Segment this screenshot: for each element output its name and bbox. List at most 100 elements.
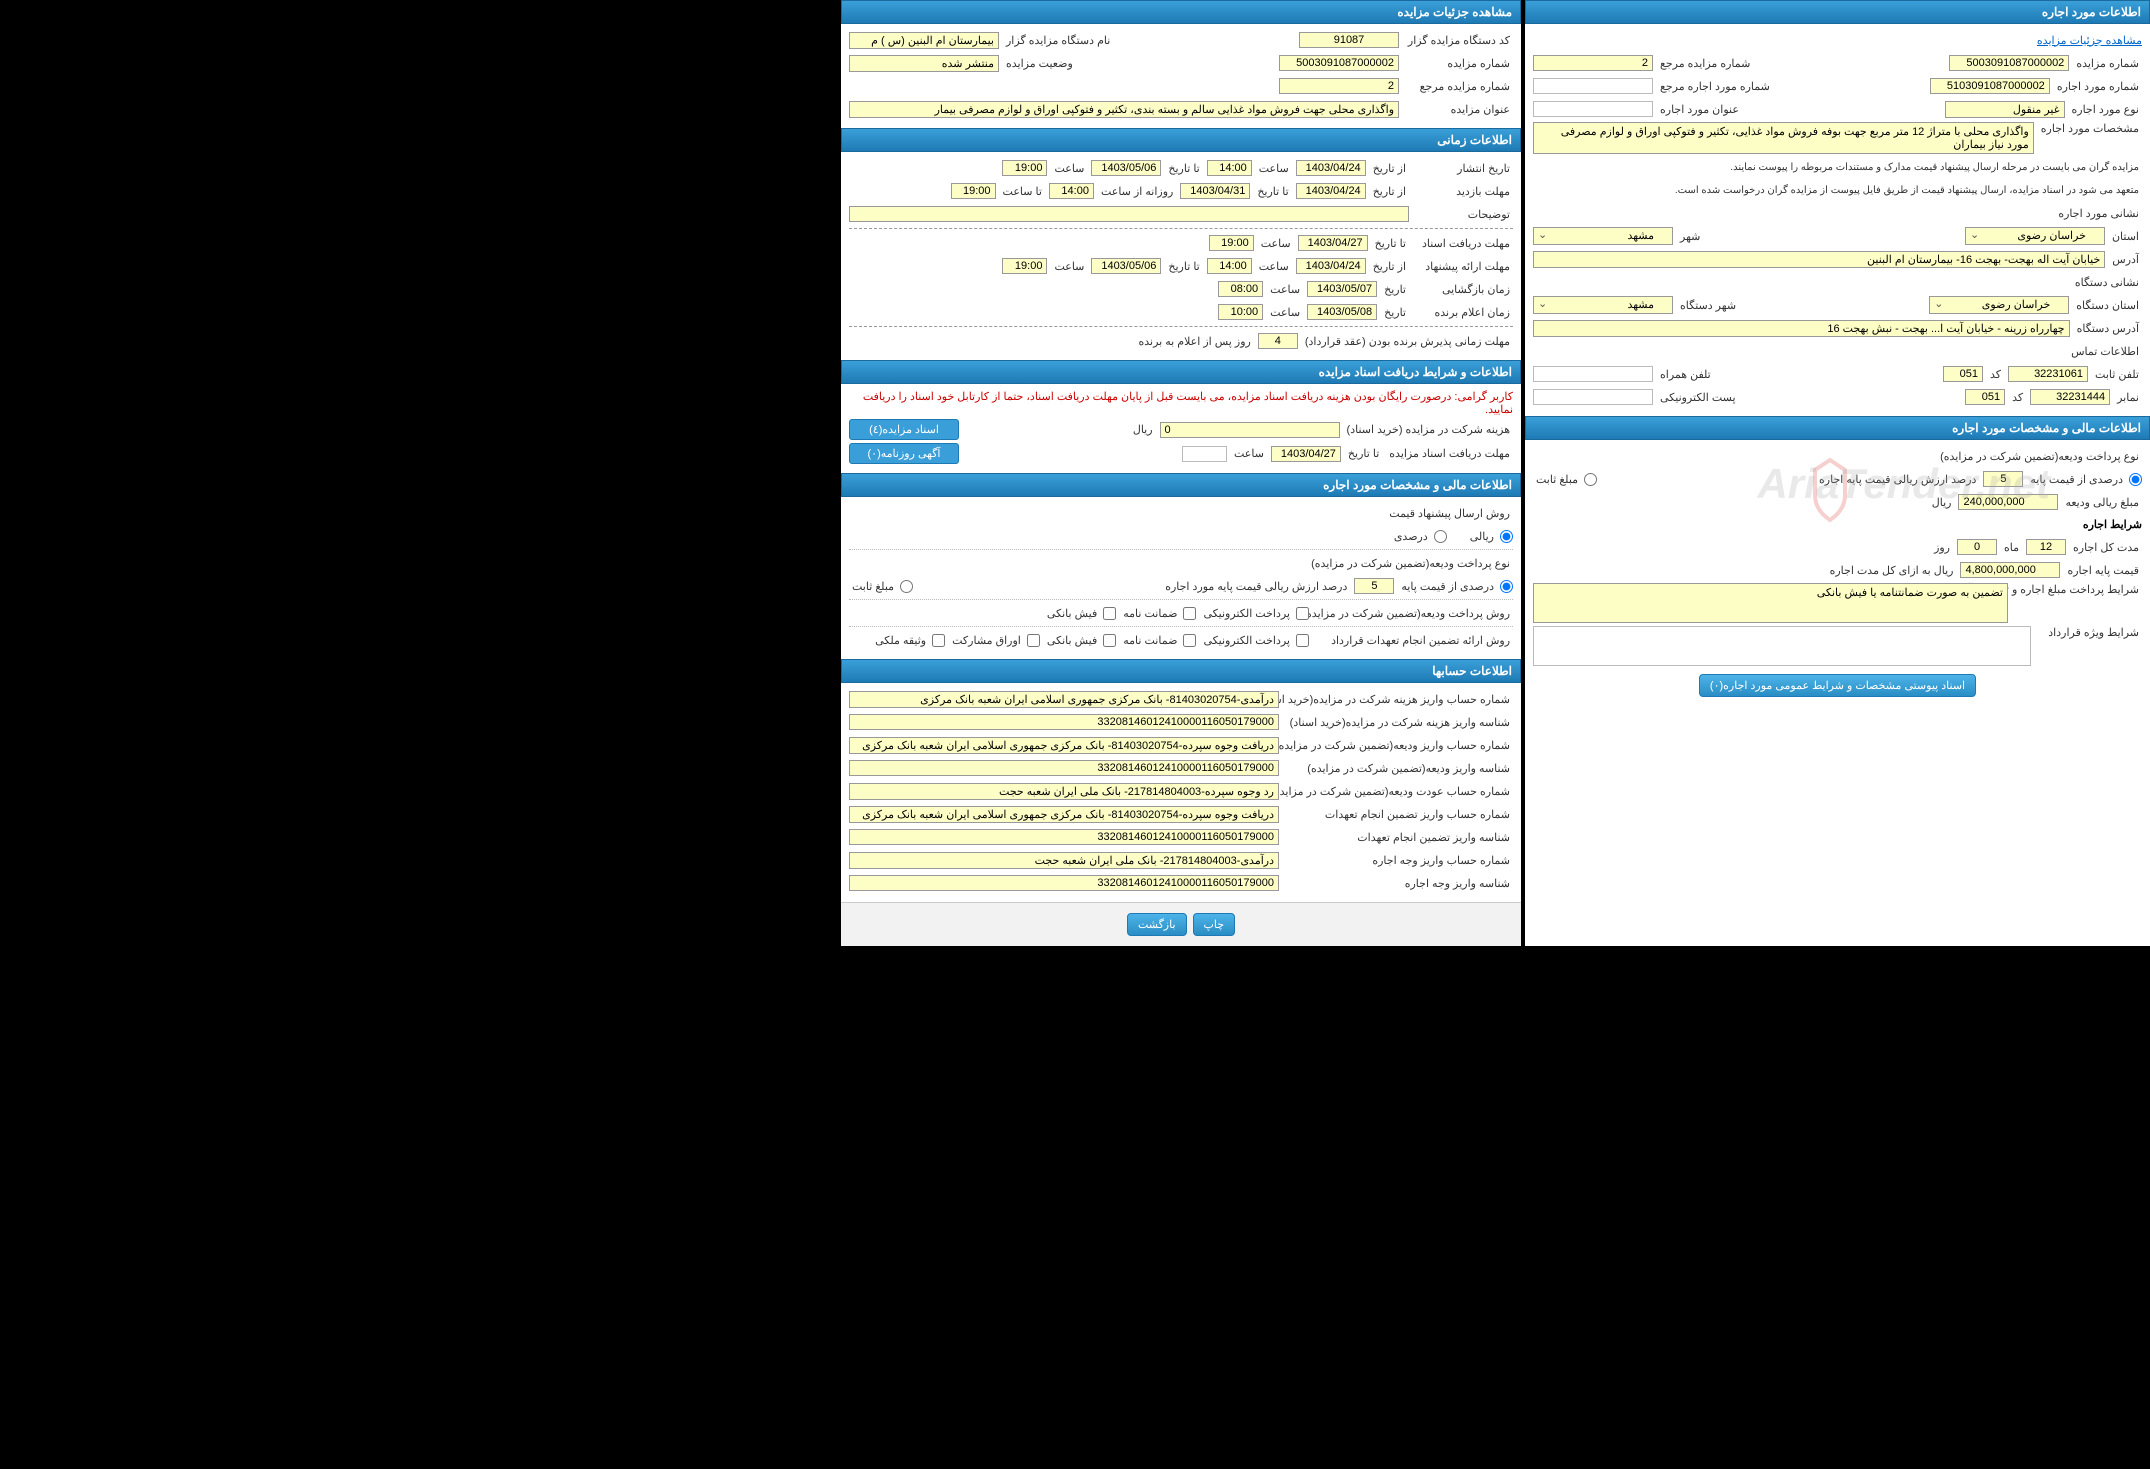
pct-radio-r[interactable] [1434, 530, 1447, 543]
pay-guar-check[interactable] [1183, 607, 1196, 620]
note2: متعهد می شود در اسناد مزایده، ارسال پیشن… [1672, 185, 2142, 196]
lease-ref-label: شماره مورد اجاره مرجع [1657, 80, 1773, 93]
r-auction-no: 5003091087000002 [1279, 55, 1399, 71]
acc1: درآمدی-81403020754- بانک مرکزی جمهوری اس… [849, 691, 1279, 708]
open-t: 08:00 [1218, 281, 1263, 297]
dev-province-label: استان دستگاه [2073, 299, 2142, 312]
dev-name: بیمارستان ام البنین (س ) م [849, 32, 999, 49]
fixed-radio-r[interactable] [900, 580, 913, 593]
dev-code: 91087 [1299, 32, 1399, 48]
r-title-val: واگذاری محلی جهت فروش مواد غذایی سالم و … [849, 101, 1399, 118]
back-button[interactable]: بازگشت [1127, 913, 1187, 936]
dev-province-select[interactable]: خراسان رضوی [1929, 296, 2069, 314]
duration-d: 0 [1957, 539, 1997, 555]
title-label: عنوان مورد اجاره [1657, 103, 1742, 116]
email [1533, 389, 1653, 405]
header-accounts: اطلاعات حسابها [841, 659, 1521, 683]
pay-elec-check[interactable] [1296, 607, 1309, 620]
news-button[interactable]: آگهی روزنامه(۰) [849, 443, 959, 464]
contract-cond [1533, 626, 2031, 666]
fax-label: نمابر [2114, 391, 2142, 404]
mobile-label: تلفن همراه [1657, 368, 1714, 381]
addr-section-label: نشانی مورد اجاره [2055, 207, 2142, 220]
note1: مزایده گران می بایست در مرحله ارسال پیشن… [1727, 162, 2142, 173]
header-lease-info: اطلاعات مورد اجاره [1525, 0, 2150, 24]
rial-radio[interactable] [1500, 530, 1513, 543]
pub-from-t-lbl: ساعت [1256, 162, 1292, 175]
dev-city-select[interactable]: مشهد [1533, 296, 1673, 314]
auction-no: 5003091087000002 [1949, 55, 2069, 71]
pub-to-t-lbl: ساعت [1051, 162, 1087, 175]
oblig-prop-check[interactable] [932, 634, 945, 647]
link-auction-detail[interactable]: مشاهده جزئیات مزایده [2037, 34, 2142, 47]
winner-t: 10:00 [1218, 304, 1263, 320]
deposit-type-r-label: نوع پرداخت ودیعه(تضمین شرکت در مزایده) [1308, 557, 1513, 570]
header-time: اطلاعات زمانی [841, 128, 1521, 152]
doc-deadline-t [1182, 446, 1227, 462]
accept-label: مهلت زمانی پذیرش برنده بودن (عقد قرارداد… [1302, 335, 1513, 348]
winner-d: 1403/05/08 [1307, 304, 1377, 320]
ref2-label: شماره مزایده مرجع [1657, 57, 1753, 70]
duration-m: 12 [2026, 539, 2066, 555]
base-price-label: قیمت پایه اجاره [2064, 564, 2142, 577]
pay-method-label: روش پرداخت ودیعه(تضمین شرکت در مزایده) [1313, 607, 1513, 620]
duration-label: مدت کل اجاره [2070, 541, 2142, 554]
open-label: زمان بازگشایی [1413, 283, 1513, 296]
dev-code-label: کد دستگاه مزایده گزار [1403, 34, 1513, 47]
pay-bank-check[interactable] [1103, 607, 1116, 620]
oblig-bank-check[interactable] [1103, 634, 1116, 647]
acc1-label: شماره حساب واریز هزینه شرکت در مزایده(خر… [1283, 693, 1513, 706]
header-financial: اطلاعات مالی و مشخصات مورد اجاره [1525, 416, 2150, 440]
acc2-label: شماره حساب واریز ودیعه(تضمین شرکت در مزا… [1283, 739, 1513, 752]
offer-tt: 19:00 [1002, 258, 1047, 274]
winner-label: زمان اعلام برنده [1413, 306, 1513, 319]
warning-text: کاربر گرامی: درصورت رایگان بودن هزینه در… [849, 390, 1513, 416]
visit-label: مهلت بازدید [1413, 185, 1513, 198]
ref-label: شماره مزایده مرجع [1403, 80, 1513, 93]
fax: 32231444 [2030, 389, 2110, 405]
spec-text: واگذاری محلی با متراژ 12 متر مربع جهت بو… [1533, 122, 2034, 154]
deposit-amt-label: مبلغ ریالی ودیعه [2062, 496, 2142, 509]
lease-no-label: شماره مورد اجاره [2054, 80, 2142, 93]
doc-label: مهلت دریافت اسناد [1413, 237, 1513, 250]
base-pct-desc: درصد ارزش ریالی قیمت پایه مورد اجاره [1162, 580, 1350, 593]
oblig-elec-check[interactable] [1296, 634, 1309, 647]
acc5id-label: شناسه واریز وجه اجاره [1283, 877, 1513, 890]
offer-label: مهلت ارائه پیشنهاد [1413, 260, 1513, 273]
pub-to: 1403/05/06 [1091, 160, 1161, 176]
fixed-radio[interactable] [1584, 473, 1597, 486]
oblig-label: روش ارائه تضمین انجام تعهدات قرارداد [1313, 634, 1513, 647]
acc5-label: شماره حساب واریز وجه اجاره [1283, 854, 1513, 867]
city-select[interactable]: مشهد [1533, 227, 1673, 245]
desc-label: توضیحات [1413, 208, 1513, 221]
pay-cond-label: شرایط پرداخت مبلغ اجاره و تضامین آن [2012, 583, 2142, 596]
header-financial-r: اطلاعات مالی و مشخصات مورد اجاره [841, 473, 1521, 497]
phone-label: تلفن ثابت [2092, 368, 2142, 381]
cost-val: 0 [1160, 422, 1340, 438]
dev-address-label: آدرس دستگاه [2074, 322, 2142, 335]
pub-from-lbl: از تاریخ [1370, 162, 1409, 175]
type-label: نوع مورد اجاره [2069, 103, 2143, 116]
send-method-label: روش ارسال پیشنهاد قیمت [1386, 507, 1513, 520]
visit-tt: 19:00 [951, 183, 996, 199]
base-price-unit: ریال به ازای کل مدت اجاره [1827, 564, 1957, 577]
ref2: 2 [1533, 55, 1653, 71]
acc4: دریافت وجوه سپرده-81403020754- بانک مرکز… [849, 806, 1279, 823]
print-button[interactable]: چاپ [1193, 913, 1236, 936]
acc5: درآمدی-217814804003- بانک ملی ایران شعبه… [849, 852, 1279, 869]
oblig-share-check[interactable] [1027, 634, 1040, 647]
oblig-guar-check[interactable] [1183, 634, 1196, 647]
visit-to: 1403/04/31 [1180, 183, 1250, 199]
address-label: آدرس [2109, 253, 2142, 266]
pct-radio[interactable] [2129, 473, 2142, 486]
mobile [1533, 366, 1653, 382]
lease-ref [1533, 78, 1653, 94]
acc2id-label: شناسه واریز ودیعه(تضمین شرکت در مزایده) [1283, 762, 1513, 775]
docs-button[interactable]: اسناد مزایده(٤) [849, 419, 959, 440]
attach-docs-button[interactable]: اسناد پیوستی مشخصات و شرایط عمومی مورد ا… [1699, 674, 1976, 697]
province-select[interactable]: خراسان رضوی [1965, 227, 2105, 245]
base-pct-radio[interactable] [1500, 580, 1513, 593]
cost-label: هزینه شرکت در مزایده (خرید اسناد) [1344, 423, 1513, 436]
dev-name-label: نام دستگاه مزایده گزار [1003, 34, 1113, 47]
r-auction-no-label: شماره مزایده [1403, 57, 1513, 70]
